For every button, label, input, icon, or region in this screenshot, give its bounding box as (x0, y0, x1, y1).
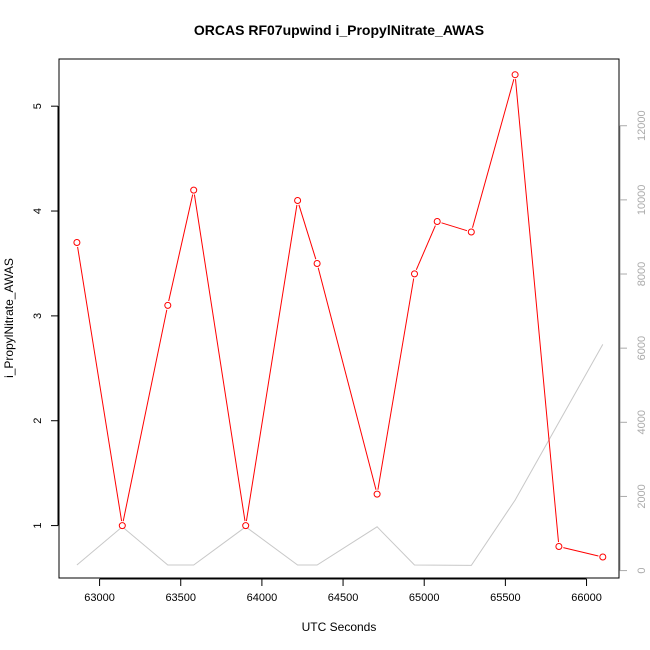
y2-tick-label: 8000 (636, 262, 648, 286)
series-primary-segment (563, 547, 599, 557)
series-primary-segment (515, 79, 559, 543)
y-tick-label: 2 (32, 418, 44, 424)
data-point (599, 553, 607, 561)
series-primary-segment (377, 278, 415, 490)
y2-tick-label: 0 (636, 568, 648, 574)
x-tick-label: 63500 (165, 592, 196, 604)
data-point (411, 270, 418, 278)
series-primary-segment (298, 204, 317, 260)
series-primary-segment (317, 267, 377, 490)
data-point (373, 490, 381, 498)
y-tick-label: 4 (32, 208, 44, 214)
y-tick-label: 1 (32, 523, 44, 529)
x-tick-label: 64500 (328, 592, 359, 604)
x-axis-label: UTC Seconds (302, 620, 377, 634)
x-tick-label: 65500 (490, 592, 521, 604)
series-primary-segment (122, 309, 168, 522)
data-point (118, 522, 126, 530)
data-point (242, 522, 250, 530)
y2-tick-label: 10000 (636, 185, 648, 216)
y2-tick-label: 6000 (636, 336, 648, 360)
y2-tick-label: 12000 (636, 110, 648, 141)
x-tick-label: 64000 (247, 592, 278, 604)
x-tick-label: 66000 (571, 592, 602, 604)
data-point (467, 228, 475, 236)
y-tick-label: 3 (32, 313, 44, 319)
data-point (433, 218, 441, 225)
y-tick-label: 5 (32, 103, 44, 109)
plot-area (58, 58, 620, 579)
y2-tick-label: 2000 (636, 484, 648, 508)
data-point (73, 239, 81, 246)
data-point (294, 197, 302, 204)
series-secondary (76, 344, 604, 566)
series-primary-segment (77, 246, 123, 522)
y-axis-label: i_PropylNitrate_AWAS (2, 258, 16, 378)
series-primary-segment (168, 194, 194, 302)
y-axis-right: 0 2000 4000 6000 8000 10000 12000 (619, 110, 648, 574)
series-secondary-line (76, 344, 604, 566)
series-primary-segment (472, 78, 515, 228)
chart-title: ORCAS RF07upwind i_PropylNitrate_AWAS (194, 22, 484, 38)
x-tick-label: 63000 (84, 592, 115, 604)
series-primary-segment (245, 204, 298, 522)
data-point (164, 301, 172, 309)
series-primary-segment (415, 225, 436, 270)
series-primary (73, 71, 607, 561)
y2-tick-label: 4000 (636, 410, 648, 434)
data-point (313, 260, 321, 267)
series-primary-segment (193, 194, 246, 522)
series-primary-segment (441, 222, 468, 232)
data-point (555, 543, 563, 550)
y-axis-left: 1 2 3 4 5 (32, 103, 59, 529)
x-tick-label: 65000 (409, 592, 440, 604)
data-point (190, 186, 198, 194)
data-point (511, 71, 519, 79)
x-axis: 63000 63500 64000 64500 65000 65500 66000 (84, 578, 602, 604)
